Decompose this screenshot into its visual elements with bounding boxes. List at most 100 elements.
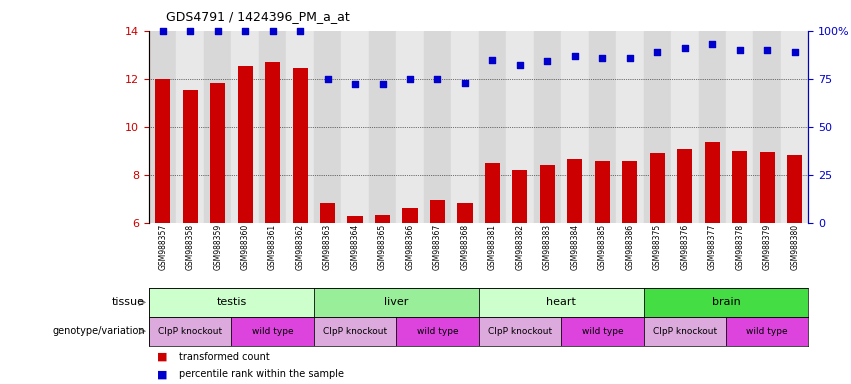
Point (375, 81, 389, 88)
Bar (478, 31, 506, 223)
Bar (397, 317, 478, 346)
Bar (561, 31, 589, 223)
Bar (705, 142, 720, 223)
Text: wild type: wild type (581, 327, 623, 336)
Bar (643, 31, 671, 223)
Bar (643, 288, 808, 317)
Point (321, 76, 334, 82)
Bar (320, 203, 335, 223)
Bar (259, 31, 286, 223)
Point (540, 58, 554, 65)
Bar (485, 163, 500, 223)
Point (733, 47, 746, 53)
Text: brain: brain (711, 297, 740, 308)
Bar (314, 288, 478, 317)
Text: testis: testis (216, 297, 247, 308)
Bar (237, 66, 253, 223)
Text: ClpP knockout: ClpP knockout (653, 327, 717, 336)
Point (458, 79, 471, 86)
Bar (314, 317, 397, 346)
Text: genotype/variation: genotype/variation (52, 326, 145, 336)
Bar (753, 31, 781, 223)
Bar (787, 154, 802, 223)
Bar (430, 200, 445, 223)
Bar (424, 31, 451, 223)
Bar (375, 215, 390, 223)
Bar (341, 31, 368, 223)
Text: ■: ■ (157, 352, 171, 362)
Text: wild type: wild type (746, 327, 788, 336)
Bar (231, 31, 259, 223)
Bar (478, 288, 643, 317)
Point (431, 76, 444, 82)
Bar (451, 31, 478, 223)
Point (403, 76, 417, 82)
Bar (726, 31, 753, 223)
Text: percentile rank within the sample: percentile rank within the sample (179, 369, 344, 379)
Point (156, 28, 169, 34)
Point (650, 49, 664, 55)
Bar (732, 151, 747, 223)
Bar (589, 31, 616, 223)
Bar (314, 31, 341, 223)
Bar (540, 166, 555, 223)
Point (348, 81, 362, 88)
Bar (231, 317, 314, 346)
Bar (512, 170, 528, 223)
Point (266, 28, 279, 34)
Text: wild type: wild type (252, 327, 294, 336)
Bar (210, 83, 226, 223)
Text: ClpP knockout: ClpP knockout (488, 327, 552, 336)
Bar (622, 161, 637, 223)
Point (788, 49, 802, 55)
Bar (286, 31, 314, 223)
Bar (293, 68, 307, 223)
Point (294, 28, 307, 34)
Bar (149, 288, 314, 317)
Text: ClpP knockout: ClpP knockout (158, 327, 222, 336)
Text: tissue: tissue (111, 297, 145, 308)
Point (596, 55, 609, 61)
Bar (726, 317, 808, 346)
Point (705, 41, 719, 47)
Bar (265, 62, 280, 223)
Text: ■: ■ (157, 369, 171, 379)
Point (513, 62, 527, 68)
Point (238, 28, 252, 34)
Text: wild type: wild type (417, 327, 459, 336)
Bar (568, 159, 582, 223)
Bar (397, 31, 424, 223)
Bar (760, 152, 774, 223)
Point (211, 28, 225, 34)
Bar (506, 31, 534, 223)
Point (568, 53, 582, 59)
Text: liver: liver (384, 297, 408, 308)
Text: ClpP knockout: ClpP knockout (323, 327, 387, 336)
Bar (534, 31, 561, 223)
Bar (781, 31, 808, 223)
Bar (677, 149, 693, 223)
Point (486, 56, 500, 63)
Text: GDS4791 / 1424396_PM_a_at: GDS4791 / 1424396_PM_a_at (166, 10, 350, 23)
Bar (368, 31, 397, 223)
Bar (176, 31, 204, 223)
Bar (561, 317, 643, 346)
Text: heart: heart (546, 297, 576, 308)
Bar (347, 216, 363, 223)
Bar (650, 153, 665, 223)
Text: transformed count: transformed count (179, 352, 270, 362)
Bar (478, 317, 561, 346)
Bar (457, 203, 472, 223)
Point (623, 55, 637, 61)
Bar (699, 31, 726, 223)
Bar (643, 317, 726, 346)
Bar (149, 317, 231, 346)
Bar (183, 90, 197, 223)
Bar (204, 31, 231, 223)
Bar (616, 31, 643, 223)
Point (678, 45, 692, 51)
Point (761, 47, 774, 53)
Bar (671, 31, 699, 223)
Bar (403, 208, 418, 223)
Bar (595, 161, 610, 223)
